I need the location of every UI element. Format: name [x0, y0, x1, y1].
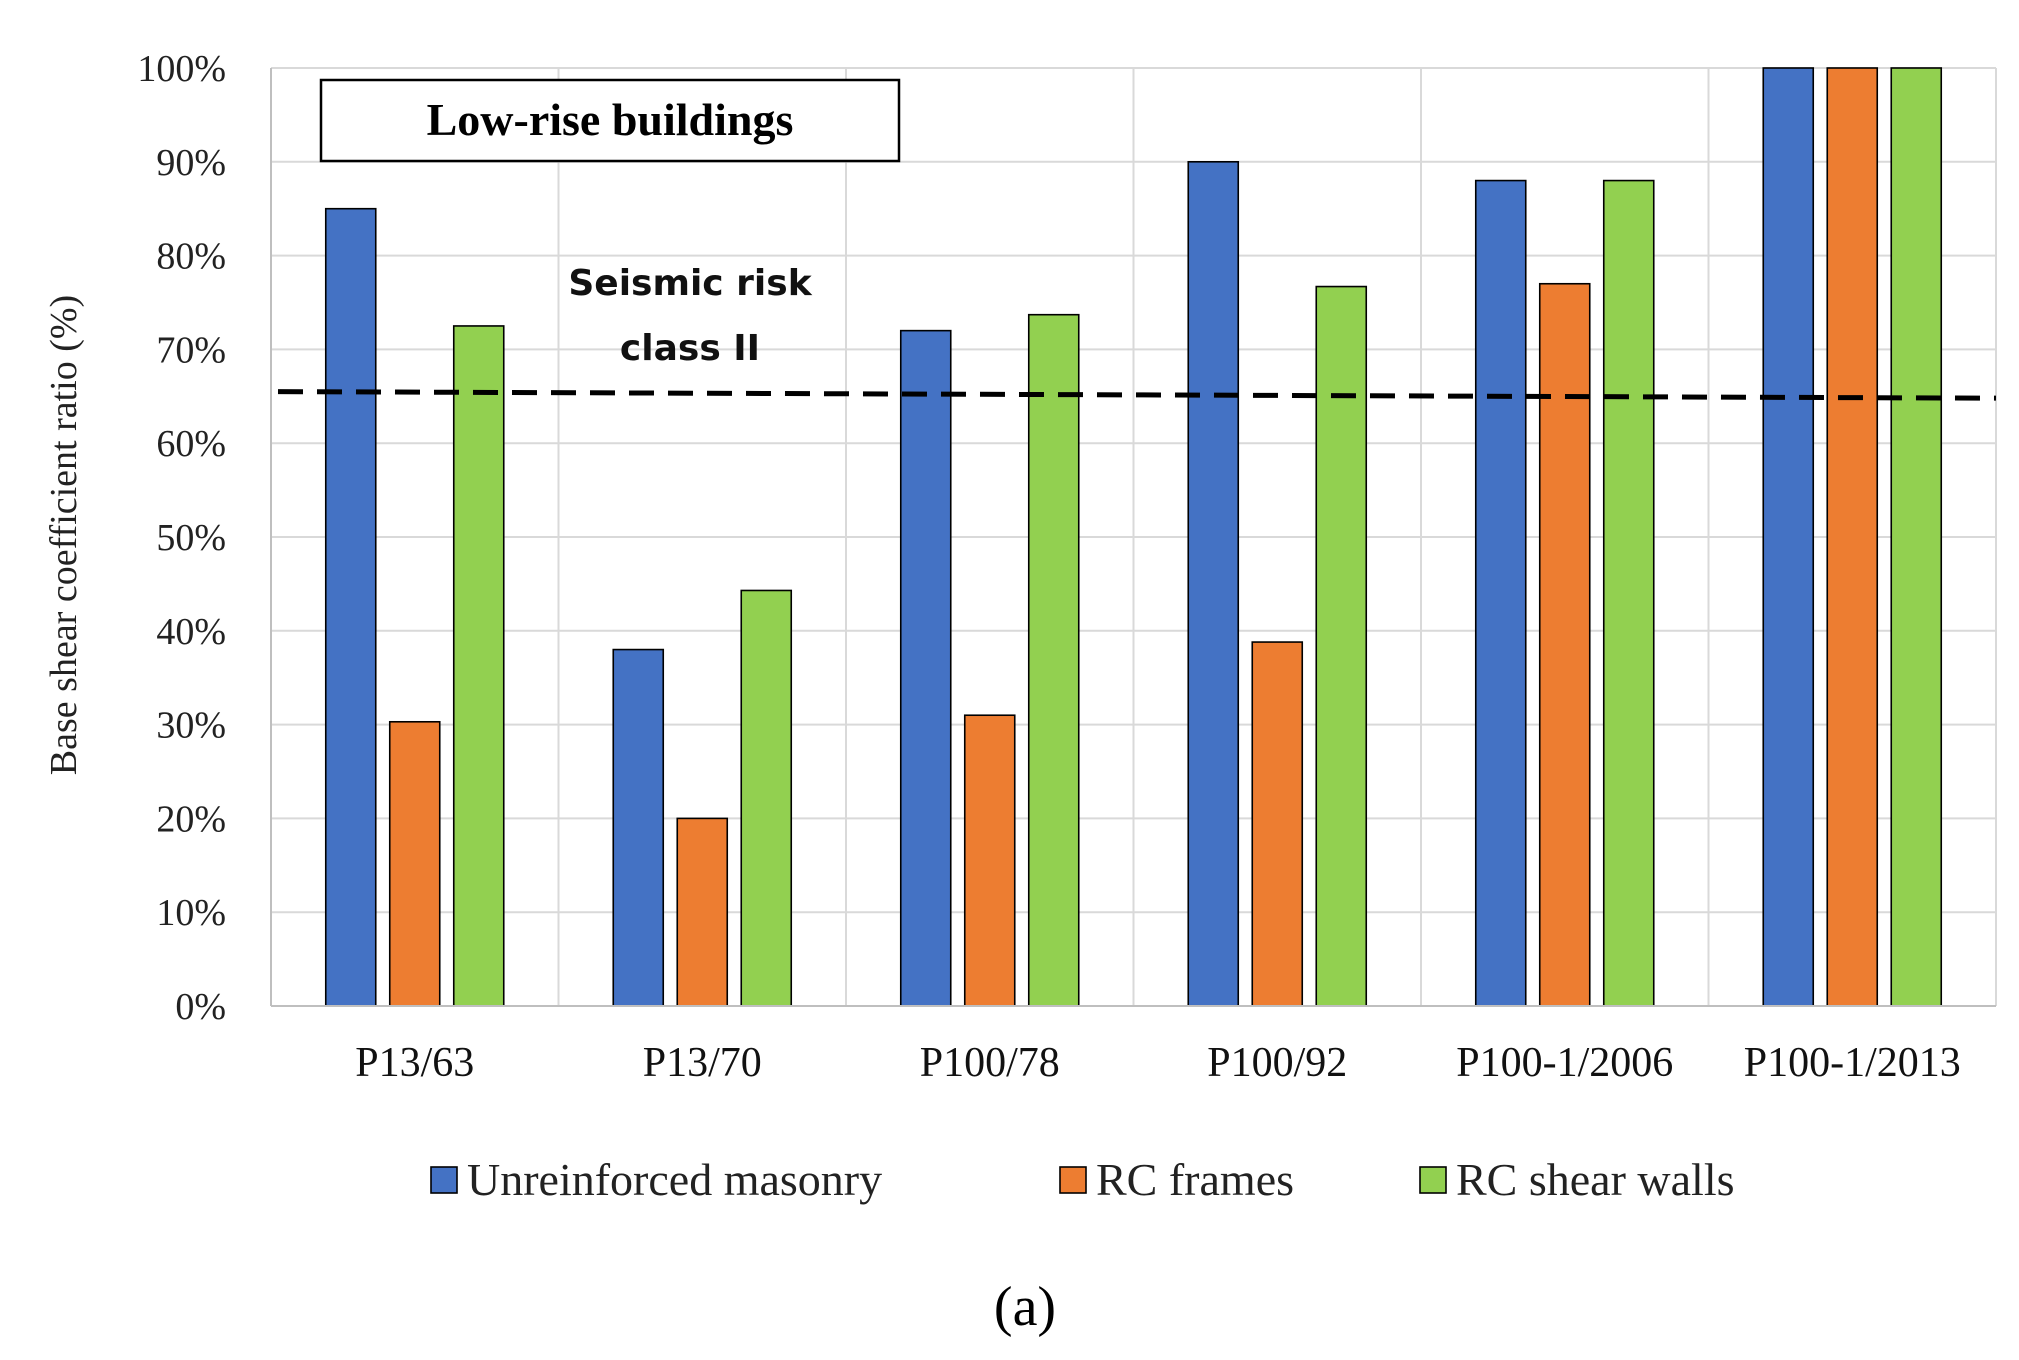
figure-caption: (a): [994, 1276, 1056, 1338]
y-tick-labels: 0% 10% 20% 30% 40% 50% 60% 70% 80% 90% 100%: [137, 48, 226, 1028]
seismic-risk-threshold-line: [277, 389, 1997, 401]
y-tick-label: 40%: [156, 611, 226, 653]
y-tick-label: 20%: [156, 798, 226, 840]
bar-rc-frames-2: [963, 714, 1016, 1007]
bar-rc-frames-4: [1538, 282, 1591, 1007]
bar-unreinforced-masonry-4: [1474, 179, 1527, 1007]
y-tick-label: 50%: [156, 517, 226, 559]
legend-label: RC frames: [1096, 1154, 1294, 1205]
x-tick-label: P100-1/2013: [1744, 1040, 1961, 1086]
y-tick-label: 10%: [156, 892, 226, 934]
bar-unreinforced-masonry-2: [899, 329, 952, 1007]
bar-rc-shear-walls-3: [1315, 285, 1368, 1007]
legend: Unreinforced masonry RC frames RC shear wa…: [430, 1154, 1735, 1205]
x-tick-label: P100/78: [920, 1040, 1060, 1086]
bar-rc-shear-walls-1: [740, 589, 793, 1007]
y-axis-label: Base shear coefficient ratio (%): [43, 295, 85, 775]
reference-label-line1: Seismic risk: [568, 263, 812, 304]
title-box-frame: [319, 78, 901, 163]
legend-swatch: [430, 1166, 458, 1194]
x-tick-labels: P13/63 P13/70 P100/78 P100/92 P100-1/2006 P10…: [355, 1040, 1961, 1086]
axes: [270, 68, 1996, 1007]
legend-swatch: [1419, 1166, 1447, 1194]
bar-rc-frames-3: [1251, 641, 1304, 1007]
bar-unreinforced-masonry-3: [1187, 161, 1240, 1007]
y-tick-label: 70%: [156, 329, 226, 371]
x-tick-label: P100-1/2006: [1456, 1040, 1673, 1086]
bar-rc-frames-5: [1826, 67, 1879, 1007]
bar-unreinforced-masonry-0: [324, 207, 377, 1007]
reference-label-line2: class II: [620, 328, 760, 369]
bar-rc-frames-0: [388, 720, 441, 1007]
x-tick-label: P13/70: [643, 1040, 762, 1086]
y-tick-label: 80%: [156, 236, 226, 278]
y-tick-label: 30%: [156, 705, 226, 747]
y-tick-label: 60%: [156, 423, 226, 465]
y-tick-label: 0%: [175, 986, 226, 1028]
bars: [324, 67, 1943, 1007]
legend-label: RC shear walls: [1456, 1154, 1735, 1205]
x-tick-label: P13/63: [355, 1040, 474, 1086]
bar-rc-shear-walls-0: [452, 325, 505, 1007]
title-box-text: Low-rise buildings: [427, 94, 794, 145]
title-box: Low-rise buildings: [319, 78, 901, 163]
x-tick-label: P100/92: [1207, 1040, 1347, 1086]
bar-unreinforced-masonry-1: [612, 648, 665, 1007]
y-tick-label: 100%: [137, 48, 226, 90]
legend-swatch: [1059, 1166, 1087, 1194]
y-tick-label: 90%: [156, 142, 226, 184]
bar-rc-shear-walls-2: [1027, 313, 1080, 1007]
bar-unreinforced-masonry-5: [1762, 67, 1815, 1007]
bar-rc-shear-walls-4: [1602, 179, 1655, 1007]
bar-rc-frames-1: [676, 817, 729, 1007]
bar-rc-shear-walls-5: [1890, 67, 1943, 1007]
legend-label: Unreinforced masonry: [467, 1154, 882, 1205]
gridlines: [271, 67, 1997, 1006]
